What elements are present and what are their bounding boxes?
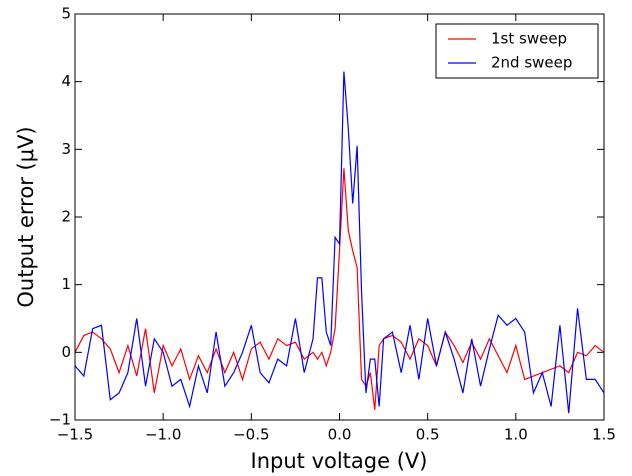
- y-tick-label: 4: [61, 72, 71, 90]
- x-tick-label: 1.5: [592, 426, 616, 444]
- legend-label: 2nd sweep: [491, 54, 572, 72]
- y-tick-label: 2: [61, 208, 71, 226]
- x-tick-label: −0.5: [233, 426, 269, 444]
- y-tick-label: 0: [61, 343, 71, 361]
- y-tick-label: 1: [61, 275, 71, 293]
- y-axis-label: Output error (μV): [14, 126, 38, 307]
- x-tick-label: 0.0: [328, 426, 352, 444]
- y-tick-label: 3: [61, 140, 71, 158]
- series-line: [75, 168, 604, 410]
- x-axis-label: Input voltage (V): [251, 449, 428, 473]
- plot-frame: [74, 13, 605, 421]
- x-tick-label: 0.5: [416, 426, 440, 444]
- y-tick-label: 5: [61, 5, 71, 23]
- y-tick-label: −1: [49, 411, 71, 429]
- series-line: [75, 71, 604, 414]
- x-tick-label: −1.0: [145, 426, 181, 444]
- x-tick-label: 1.0: [504, 426, 528, 444]
- legend-box: [435, 23, 599, 79]
- legend-label: 1st sweep: [491, 30, 567, 48]
- x-tick-label: −1.5: [57, 426, 93, 444]
